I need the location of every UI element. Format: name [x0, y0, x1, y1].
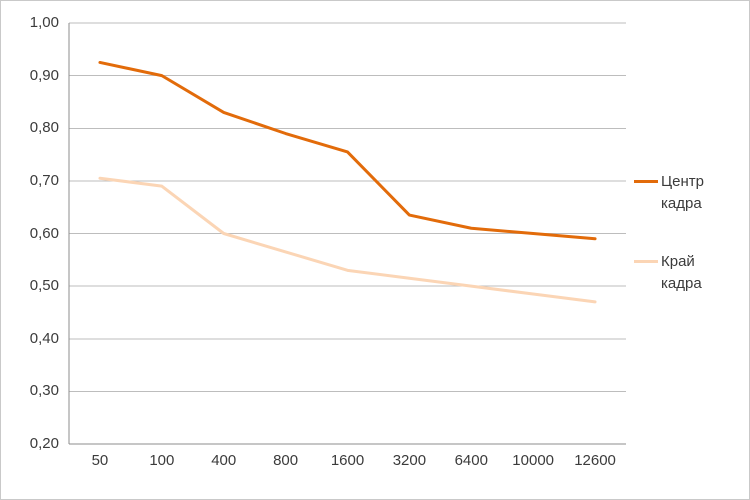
legend-line-swatch-edge: [634, 260, 658, 263]
legend-item-edge-frame: Край кадра: [634, 251, 719, 295]
x-axis-tick-label: 6400: [454, 452, 488, 469]
x-axis-tick-label: 12600: [574, 452, 616, 469]
x-axis-tick-label: 50: [91, 452, 109, 469]
y-axis-tick-label: 0,80: [29, 119, 59, 137]
x-axis-tick-label: 800: [273, 452, 299, 469]
x-axis-tick-label: 1600: [330, 452, 365, 469]
x-axis-tick-label: 100: [149, 452, 175, 469]
x-axis-tick-label: 400: [211, 452, 237, 469]
y-axis-tick-label: 0,60: [29, 224, 59, 242]
legend-label-edge: Край кадра: [661, 253, 702, 292]
y-axis-tick-label: 0,90: [29, 66, 59, 84]
y-axis-tick-label: 0,40: [29, 329, 59, 347]
series-line-0: [98, 60, 597, 241]
x-axis-tick-label: 10000: [512, 452, 555, 469]
y-axis-tick-label: 1,00: [29, 14, 59, 31]
legend-line-swatch-center: [634, 180, 658, 183]
legend-label-center: Центр кадра: [661, 173, 704, 212]
y-axis-tick-label: 0,30: [29, 382, 59, 400]
y-axis-tick-label: 0,20: [29, 435, 59, 452]
series-line-1: [98, 176, 597, 304]
y-axis-tick-label: 0,70: [29, 171, 59, 189]
legend-item-center-frame: Центр кадра: [634, 171, 719, 215]
chart-legend: Центр кадра Край кадра: [634, 171, 719, 295]
x-axis-tick-label: 3200: [392, 452, 427, 469]
y-axis-tick-label: 0,50: [29, 277, 59, 295]
